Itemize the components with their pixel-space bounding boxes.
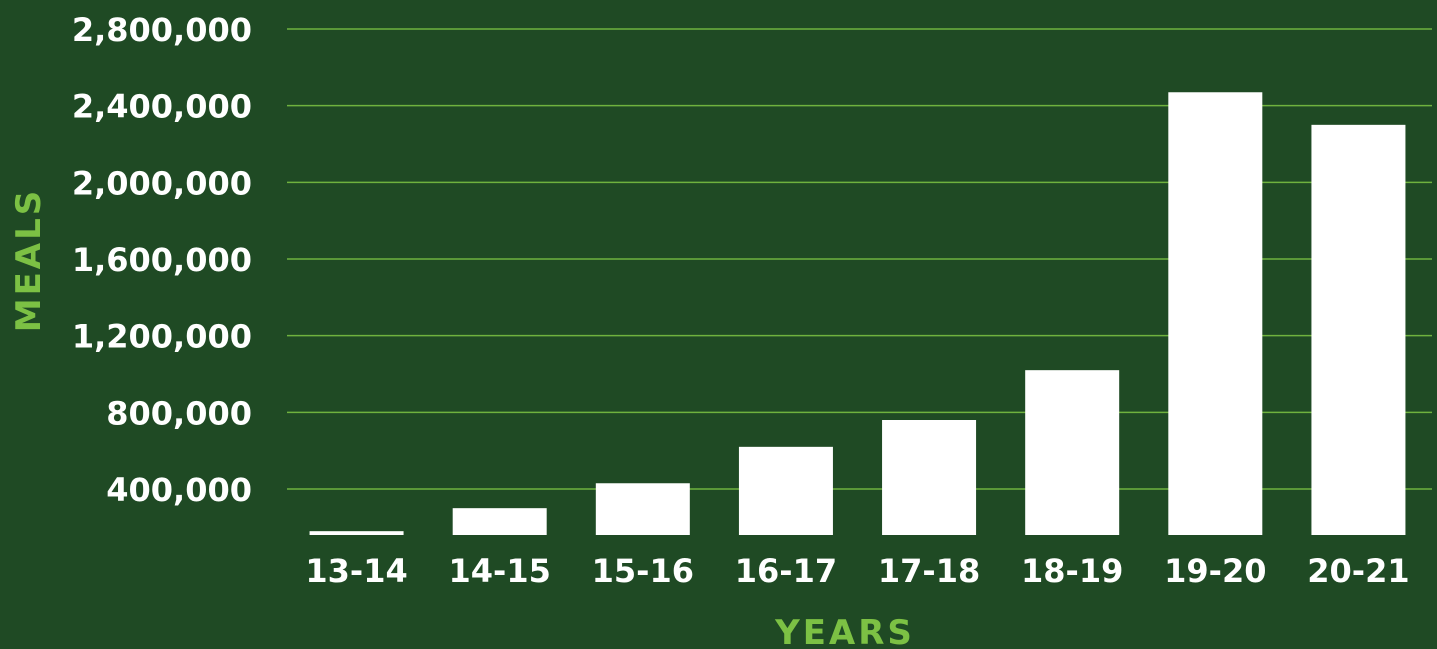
y-tick-label: 2,000,000 [72,164,252,202]
x-axis-title: YEARS [774,613,915,649]
x-tick-label: 19-20 [1164,552,1266,590]
x-tick-label: 16-17 [735,552,837,590]
x-tick-label: 13-14 [305,552,407,590]
bar-20-21 [1311,124,1406,535]
y-tick-label: 800,000 [106,394,252,432]
bar-17-18 [882,420,977,535]
y-tick-label: 400,000 [106,471,252,509]
bar-19-20 [1168,92,1263,535]
x-tick-label: 17-18 [878,552,980,590]
x-tick-label: 20-21 [1307,552,1409,590]
y-tick-label: 2,400,000 [72,88,252,126]
y-tick-label: 1,600,000 [72,241,252,279]
bar-15-16 [595,483,690,535]
bar-18-19 [1025,370,1120,535]
y-tick-label: 2,800,000 [72,11,252,49]
y-tick-label: 1,200,000 [72,318,252,356]
gridlines [287,28,1432,490]
bar-13-14 [309,531,404,535]
x-tick-label: 18-19 [1021,552,1123,590]
y-tick-labels: 400,000 800,000 1,200,000 1,600,000 2,000,00… [72,11,252,509]
x-tick-label: 15-16 [592,552,694,590]
x-tick-labels: 13-14 14-15 15-16 16-17 17-18 18-19 19-20 20-21 [305,552,1409,590]
bar-14-15 [452,508,547,535]
bars [309,92,1406,535]
bar-16-17 [738,446,833,535]
y-axis-title: MEALS [9,188,49,333]
x-tick-label: 14-15 [449,552,551,590]
